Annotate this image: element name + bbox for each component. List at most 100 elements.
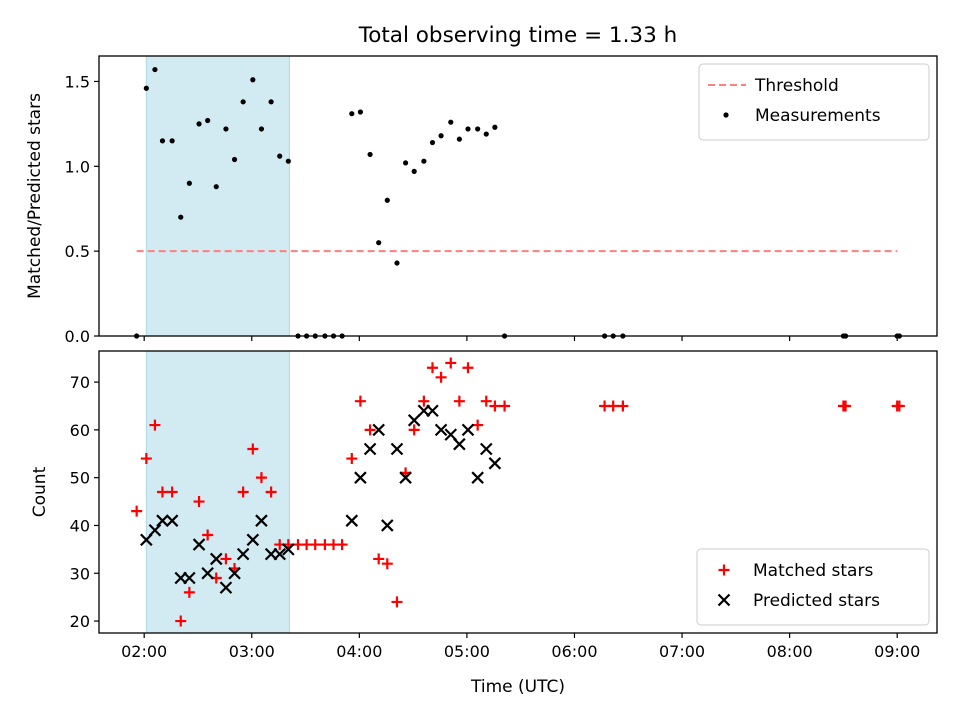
x-tick-label: 08:00 xyxy=(767,642,813,661)
matched-point xyxy=(617,400,629,412)
predicted-point xyxy=(148,523,162,537)
y-tick-label: 60 xyxy=(70,421,90,440)
predicted-point xyxy=(479,442,493,456)
matched-point xyxy=(265,486,277,498)
matched-point xyxy=(499,400,511,412)
matched-point xyxy=(247,443,259,455)
matched-point xyxy=(220,553,232,565)
legend: Matched stars Predicted stars xyxy=(696,548,930,626)
y-axis-label: Count xyxy=(30,466,50,517)
matched-point xyxy=(453,395,465,407)
x-axis-label: Time (UTC) xyxy=(470,677,565,697)
matched-point xyxy=(237,486,249,498)
predicted-point xyxy=(236,547,250,561)
matched-point xyxy=(156,486,168,498)
predicted-point xyxy=(407,414,421,427)
matched-point xyxy=(445,357,457,369)
measurement-point xyxy=(231,156,238,163)
measurement-point xyxy=(159,138,166,144)
measurement-point xyxy=(411,168,417,174)
shaded-span xyxy=(145,55,290,337)
predicted-point xyxy=(363,442,377,456)
matched-point xyxy=(373,553,385,565)
measurement-point xyxy=(250,77,256,83)
matched-point xyxy=(202,529,214,541)
predicted-point xyxy=(461,423,475,437)
matched-point xyxy=(166,486,178,498)
matched-point xyxy=(840,400,852,412)
measurement-point xyxy=(143,85,149,91)
y-tick-label: 40 xyxy=(70,516,90,535)
measurement-point xyxy=(465,126,471,132)
measurement-point xyxy=(367,151,373,158)
legend-box xyxy=(698,63,930,141)
matched-point xyxy=(391,596,403,608)
predicted-point xyxy=(372,423,385,437)
predicted-point xyxy=(381,519,394,532)
legend-marker xyxy=(723,112,729,118)
measurement-point xyxy=(285,158,291,164)
axes-frame xyxy=(98,350,938,634)
matched-point xyxy=(175,615,187,627)
measurement-point xyxy=(448,119,454,125)
legend-marker xyxy=(717,593,731,607)
predicted-point xyxy=(345,514,359,527)
y-tick-label: 0.5 xyxy=(65,242,90,261)
predicted-point xyxy=(219,581,233,594)
y-tick-label: 1.0 xyxy=(65,157,90,176)
predicted-point xyxy=(165,514,179,527)
matched-point xyxy=(489,400,501,412)
matched-point xyxy=(255,472,267,484)
measurement-point xyxy=(152,66,158,73)
matched-point xyxy=(354,395,366,407)
measurement-point xyxy=(349,111,355,117)
axes-frame xyxy=(98,55,938,337)
legend-label: Matched stars xyxy=(753,561,873,581)
y-tick-label: 30 xyxy=(70,564,90,583)
matched-point xyxy=(183,586,195,598)
measurement-point xyxy=(213,184,219,190)
predicted-point xyxy=(201,566,214,580)
predicted-point xyxy=(282,543,295,556)
measurement-point xyxy=(402,160,409,166)
matched-point xyxy=(426,362,438,374)
predicted-point xyxy=(426,404,439,418)
predicted-point xyxy=(228,566,241,580)
predicted-point xyxy=(453,437,466,451)
predicted-point xyxy=(488,457,502,470)
y-tick-label: 70 xyxy=(70,373,90,392)
x-tick-label: 05:00 xyxy=(444,642,490,661)
predicted-point xyxy=(156,514,169,527)
legend-label: Threshold xyxy=(754,76,839,96)
predicted-point xyxy=(399,471,412,484)
measurement-point xyxy=(178,214,184,220)
predicted-point xyxy=(246,533,260,547)
measurement-point xyxy=(223,126,229,132)
bottom-panel: 02:00 03:00 04:00 05:00 06:00 07:00 08:00 09:00… xyxy=(30,350,938,661)
matched-point xyxy=(435,371,447,383)
measurement-point xyxy=(394,260,400,266)
top-panel: 0.0 0.5 1.0 1.5 Matched/Predicted stars Thres… xyxy=(25,55,938,346)
predicted-point xyxy=(192,538,206,551)
predicted-point xyxy=(255,514,268,527)
y-tick-label: 50 xyxy=(70,469,90,488)
x-tick-label: 09:00 xyxy=(874,642,920,661)
legend-label: Measurements xyxy=(755,106,881,126)
matched-point xyxy=(381,558,393,570)
predicted-point xyxy=(273,547,287,561)
measurement-point xyxy=(429,139,436,146)
measurement-point xyxy=(438,133,444,139)
matched-point xyxy=(309,539,321,551)
predicted-point xyxy=(434,423,448,437)
legend: Threshold Measurements xyxy=(698,63,930,141)
measurement-point xyxy=(205,117,211,124)
measurement-point xyxy=(258,126,265,132)
predicted-point xyxy=(209,552,223,566)
matched-point xyxy=(408,424,420,436)
measurement-point xyxy=(475,126,481,132)
matched-point xyxy=(607,400,619,412)
measurement-point xyxy=(277,153,283,159)
y-tick-label: 0.0 xyxy=(65,327,90,346)
matched-point xyxy=(462,362,474,374)
